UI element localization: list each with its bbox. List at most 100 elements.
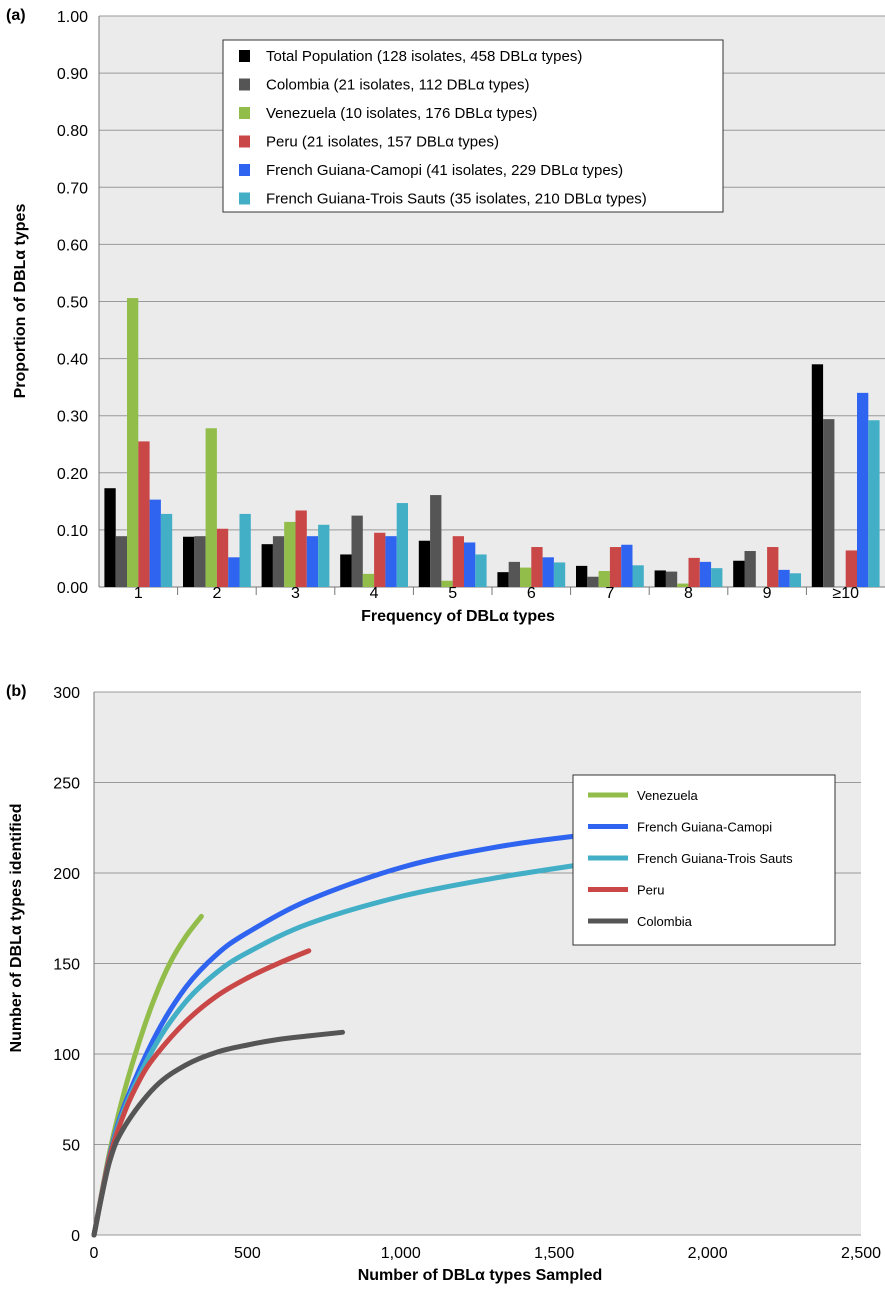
panel-b-x-ticks: 0 500 1,000 1,500 2,000 2,500	[90, 1245, 882, 1262]
legend-label-peru: Peru (21 isolates, 157 DBLα types)	[266, 134, 499, 151]
panel-b-x-tick-label: 1,500	[534, 1245, 574, 1262]
panel-a-x-ticks: 1 2 3 4 5 6 7 8 9 ≥10	[134, 585, 859, 602]
bar-colombia-2	[194, 536, 206, 587]
bar-camopi-3	[306, 536, 319, 587]
bar-camopi-7	[621, 544, 633, 587]
panel-a-y-tick-label: 0.80	[57, 123, 88, 140]
bar-peru-6	[531, 547, 543, 587]
panel-b: (b) 0 50 100 150 200 250 300 0 500 1,000 1,500 2,0…	[6, 683, 881, 1284]
panel-b-y-ticks: 0 50 100 150 200 250 300	[53, 685, 80, 1245]
bar-peru-2	[216, 528, 229, 587]
panel-b-x-tick-label: 1,000	[381, 1245, 421, 1262]
panel-b-y-tick-label: 200	[53, 866, 80, 883]
bar-troissauts-4	[396, 503, 408, 587]
bar-troissauts-7	[632, 565, 644, 587]
legend-label-venezuela: Venezuela	[637, 788, 698, 803]
legend-label-venezuela: Venezuela (10 isolates, 176 DBLα types)	[266, 105, 537, 122]
panel-a-bars	[104, 298, 880, 587]
bar-venezuela-4	[362, 573, 375, 587]
panel-a: (a) 0.00 0.10 0.20 0.30 0.40 0.50 0.60 0.70 0.80…	[6, 7, 885, 625]
bar-venezuela-7	[598, 571, 610, 587]
legend-label-camopi: French Guiana-Camopi	[637, 820, 772, 835]
panel-a-x-tick-label: ≥10	[832, 585, 859, 602]
panel-a-x-tick-label: 9	[763, 585, 772, 602]
bar-total-9	[733, 560, 745, 587]
bar-peru-5	[452, 536, 464, 587]
legend-label-camopi: French Guiana-Camopi (41 isolates, 229 D…	[266, 162, 623, 179]
panel-a-x-tick-label: 8	[684, 585, 693, 602]
bar-peru-4	[374, 532, 386, 587]
legend-label-total: Total Population (128 isolates, 458 DBLα…	[266, 48, 582, 65]
bar-total-5	[418, 540, 431, 587]
panel-b-x-tick-label: 2,500	[841, 1245, 881, 1262]
panel-a-y-tick-label: 1.00	[57, 9, 88, 26]
bar-venezuela-6	[520, 567, 532, 587]
bar-troissauts-5	[475, 554, 487, 587]
panel-a-x-tick-label: 3	[291, 585, 300, 602]
panel-b-legend: Venezuela French Guiana-Camopi French Guia…	[572, 774, 836, 946]
legend-swatch-troissauts	[239, 192, 250, 205]
bar-peru-3	[295, 510, 307, 587]
panel-a-legend-box	[222, 39, 724, 213]
bar-troissauts-2	[239, 513, 251, 587]
bar-peru-7	[609, 547, 622, 587]
bar-troissauts-9	[789, 573, 801, 587]
legend-swatch-venezuela	[239, 107, 250, 119]
bar-camopi-10	[857, 392, 869, 587]
panel-a-y-axis-title: Proportion of DBLα types	[12, 204, 29, 399]
panel-b-x-axis-title: Number of DBLα types Sampled	[358, 1267, 603, 1284]
bar-total-4	[340, 554, 352, 587]
panel-a-y-tick-label: 0.20	[57, 466, 88, 483]
bar-peru-1	[138, 441, 150, 587]
panel-b-lines	[91, 818, 726, 1238]
bar-venezuela-1	[127, 298, 139, 587]
panel-b-y-tick-label: 0	[71, 1228, 80, 1245]
panel-a-y-tick-label: 0.10	[57, 523, 88, 540]
bar-peru-10	[845, 550, 857, 587]
bar-colombia-1	[115, 536, 127, 587]
panel-a-legend: Total Population (128 isolates, 458 DBLα…	[222, 39, 724, 213]
legend-swatch-peru	[239, 135, 250, 148]
bar-colombia-9	[744, 551, 756, 587]
panel-a-x-tick-label: 1	[134, 585, 143, 602]
panel-b-x-tick-label: 500	[234, 1245, 261, 1262]
legend-label-colombia: Colombia	[637, 914, 693, 929]
bar-troissauts-10	[868, 420, 880, 587]
bar-camopi-6	[542, 557, 554, 587]
legend-swatch-colombia	[239, 78, 250, 91]
bar-total-10	[811, 364, 824, 587]
legend-swatch-camopi	[239, 164, 250, 176]
bar-total-8	[654, 570, 666, 587]
panel-a-label: (a)	[6, 7, 26, 24]
bar-troissauts-6	[553, 562, 566, 587]
bar-camopi-4	[385, 536, 397, 587]
panel-a-x-axis-title: Frequency of DBLα types	[361, 608, 555, 625]
bar-troissauts-8	[711, 568, 723, 587]
panel-b-y-tick-label: 300	[53, 685, 80, 702]
panel-a-y-tick-label: 0.90	[57, 66, 88, 83]
bar-camopi-8	[699, 561, 712, 587]
bar-peru-9	[767, 547, 779, 587]
bar-total-6	[497, 572, 509, 587]
panel-b-x-tick-label: 2,000	[688, 1245, 728, 1262]
bar-camopi-9	[778, 569, 790, 587]
legend-label-troissauts: French Guiana-Trois Sauts (35 isolates, …	[266, 191, 647, 208]
panel-a-x-tick-label: 5	[448, 585, 457, 602]
bar-venezuela-5	[441, 580, 453, 587]
bar-colombia-7	[587, 576, 599, 587]
bar-total-3	[261, 544, 273, 587]
panel-a-y-ticks: 0.00 0.10 0.20 0.30 0.40 0.50 0.60 0.70 0.80 0.90…	[57, 9, 88, 597]
panel-a-x-tick-label: 7	[605, 585, 614, 602]
panel-a-y-tick-label: 0.30	[57, 409, 88, 426]
bar-colombia-10	[823, 419, 835, 587]
panel-b-y-tick-label: 150	[53, 957, 80, 974]
panel-b-x-tick-label: 0	[90, 1245, 99, 1262]
bar-troissauts-3	[318, 524, 330, 587]
panel-b-label: (b)	[6, 683, 26, 700]
panel-a-x-tick-label: 4	[370, 585, 379, 602]
bar-total-2	[183, 536, 195, 587]
panel-a-x-tick-label: 6	[527, 585, 536, 602]
panel-a-y-tick-label: 0.50	[57, 295, 88, 312]
panel-a-y-tick-label: 0.60	[57, 237, 88, 254]
